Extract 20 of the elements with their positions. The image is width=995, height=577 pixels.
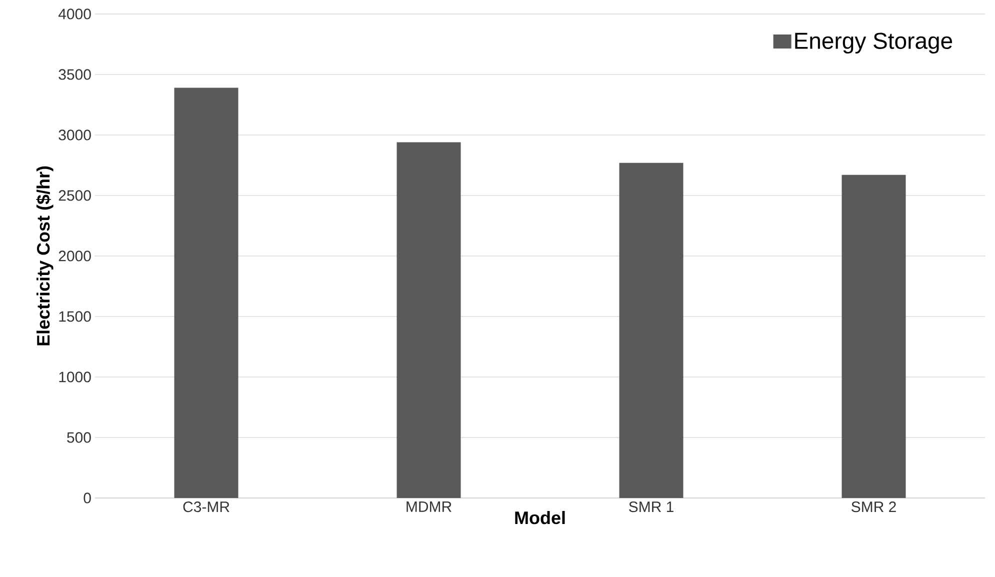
legend-label: Energy Storage	[795, 32, 952, 54]
y-tick-label: 4000	[58, 8, 91, 20]
bar	[842, 174, 906, 498]
x-tick-label: SMR 1	[629, 502, 674, 512]
y-tick-label: 500	[67, 432, 91, 443]
x-tick-label: C3-MR	[183, 502, 230, 512]
y-tick-label: 1500	[59, 311, 91, 322]
x-tick-label: MDMR	[406, 502, 452, 512]
x-tick-label: SMR 2	[852, 502, 896, 512]
bar	[619, 162, 684, 498]
y-tick-label: 2000	[58, 250, 91, 262]
x-axis-title: Model	[515, 510, 565, 524]
y-axis-title: Electricity Cost ($/hr)	[36, 166, 54, 346]
y-tick-label: 0	[84, 492, 91, 504]
y-tick-label: 3000	[58, 130, 91, 140]
y-tick-label: 1000	[59, 372, 91, 382]
bar	[396, 142, 461, 498]
y-tick-label: 3500	[58, 69, 91, 80]
y-tick-label: 2500	[58, 190, 91, 201]
bar	[174, 88, 238, 498]
